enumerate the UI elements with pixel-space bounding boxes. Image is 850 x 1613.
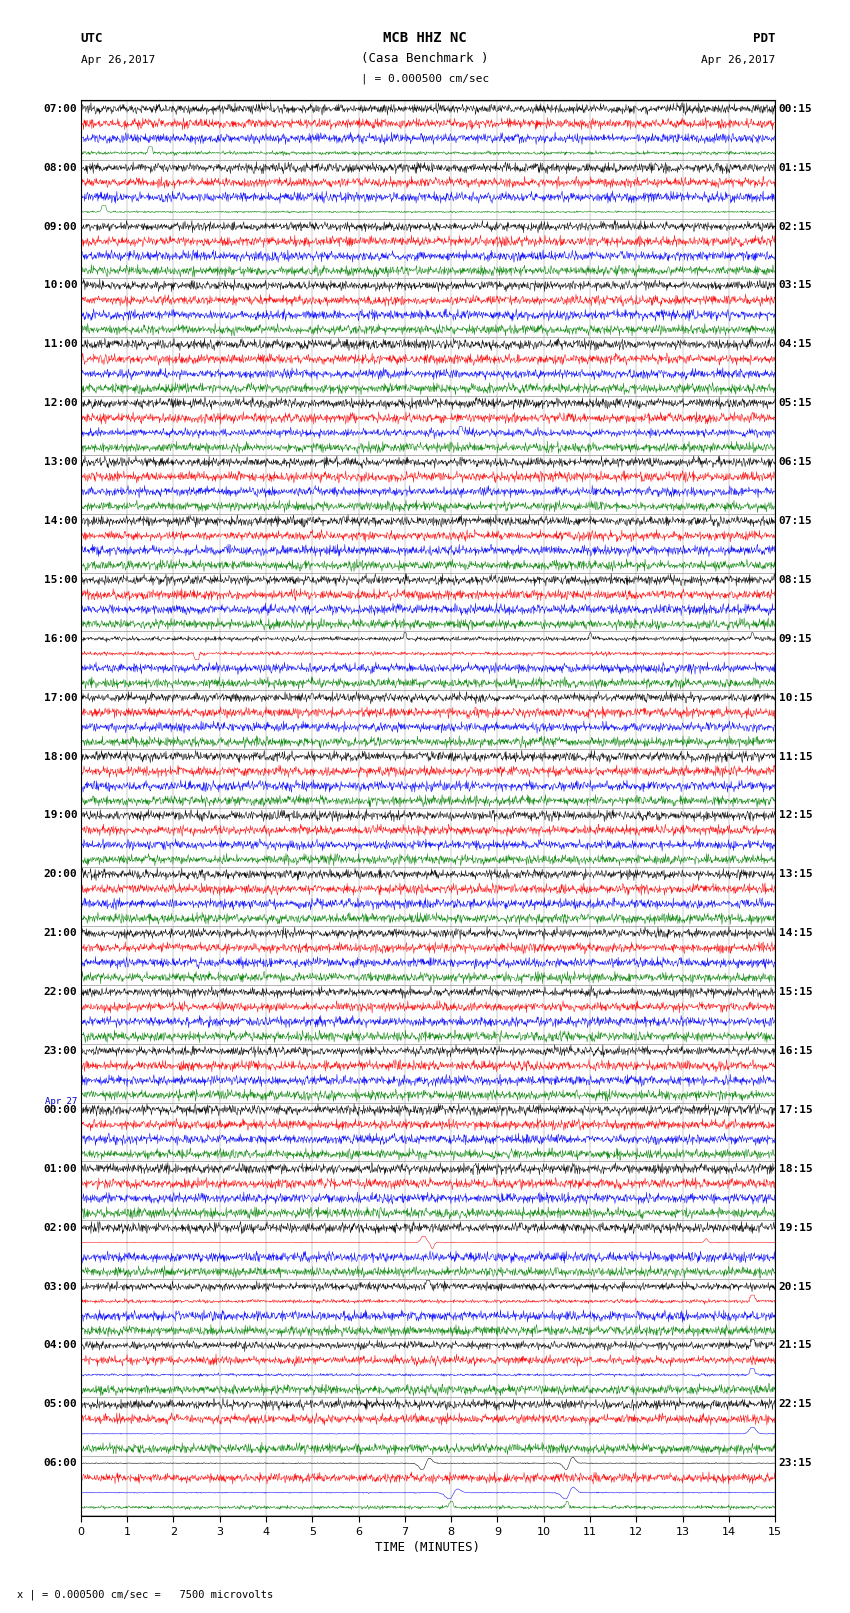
Text: 12:15: 12:15 [779, 810, 813, 821]
Text: 18:15: 18:15 [779, 1165, 813, 1174]
Text: 21:00: 21:00 [43, 927, 77, 939]
Text: 07:00: 07:00 [43, 103, 77, 115]
Text: 08:00: 08:00 [43, 163, 77, 173]
Text: Apr 27: Apr 27 [45, 1097, 77, 1105]
Text: 18:00: 18:00 [43, 752, 77, 761]
Text: (Casa Benchmark ): (Casa Benchmark ) [361, 52, 489, 65]
Text: 19:00: 19:00 [43, 810, 77, 821]
Text: 00:00: 00:00 [43, 1105, 77, 1115]
Text: 20:15: 20:15 [779, 1282, 813, 1292]
Text: 04:15: 04:15 [779, 339, 813, 350]
Text: 07:15: 07:15 [779, 516, 813, 526]
Text: 16:15: 16:15 [779, 1045, 813, 1057]
Text: MCB HHZ NC: MCB HHZ NC [383, 31, 467, 45]
Text: 00:15: 00:15 [779, 103, 813, 115]
Text: 01:00: 01:00 [43, 1165, 77, 1174]
Text: 19:15: 19:15 [779, 1223, 813, 1232]
Text: 06:00: 06:00 [43, 1458, 77, 1468]
Text: UTC: UTC [81, 32, 103, 45]
Text: 11:00: 11:00 [43, 339, 77, 350]
Text: x | = 0.000500 cm/sec =   7500 microvolts: x | = 0.000500 cm/sec = 7500 microvolts [17, 1589, 273, 1600]
Text: 06:15: 06:15 [779, 456, 813, 468]
Text: 15:15: 15:15 [779, 987, 813, 997]
Text: 14:15: 14:15 [779, 927, 813, 939]
Text: 11:15: 11:15 [779, 752, 813, 761]
Text: 21:15: 21:15 [779, 1340, 813, 1350]
Text: 12:00: 12:00 [43, 398, 77, 408]
Text: 13:15: 13:15 [779, 869, 813, 879]
Text: 04:00: 04:00 [43, 1340, 77, 1350]
Text: 01:15: 01:15 [779, 163, 813, 173]
Text: Apr 26,2017: Apr 26,2017 [701, 55, 775, 65]
Text: 23:00: 23:00 [43, 1045, 77, 1057]
Text: 09:15: 09:15 [779, 634, 813, 644]
Text: 23:15: 23:15 [779, 1458, 813, 1468]
Text: 02:00: 02:00 [43, 1223, 77, 1232]
Text: 14:00: 14:00 [43, 516, 77, 526]
Text: 16:00: 16:00 [43, 634, 77, 644]
Text: 15:00: 15:00 [43, 574, 77, 586]
Text: 17:00: 17:00 [43, 692, 77, 703]
Text: PDT: PDT [753, 32, 775, 45]
Text: Apr 26,2017: Apr 26,2017 [81, 55, 155, 65]
Text: 20:00: 20:00 [43, 869, 77, 879]
Text: 03:15: 03:15 [779, 281, 813, 290]
Text: 02:15: 02:15 [779, 221, 813, 232]
Text: 17:15: 17:15 [779, 1105, 813, 1115]
Text: | = 0.000500 cm/sec: | = 0.000500 cm/sec [361, 73, 489, 84]
Text: 22:15: 22:15 [779, 1400, 813, 1410]
Text: 05:15: 05:15 [779, 398, 813, 408]
Text: 03:00: 03:00 [43, 1282, 77, 1292]
Text: 10:15: 10:15 [779, 692, 813, 703]
X-axis label: TIME (MINUTES): TIME (MINUTES) [376, 1540, 480, 1553]
Text: 22:00: 22:00 [43, 987, 77, 997]
Text: 08:15: 08:15 [779, 574, 813, 586]
Text: 10:00: 10:00 [43, 281, 77, 290]
Text: 05:00: 05:00 [43, 1400, 77, 1410]
Text: 09:00: 09:00 [43, 221, 77, 232]
Text: 13:00: 13:00 [43, 456, 77, 468]
